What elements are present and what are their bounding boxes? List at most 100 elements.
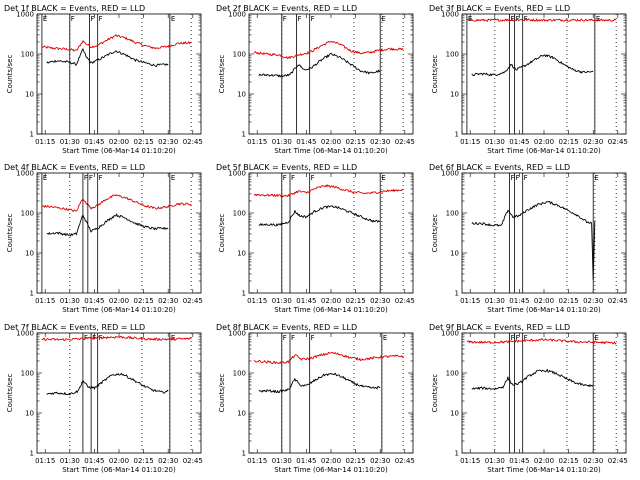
event-marker-label: F	[524, 174, 528, 182]
x-tick-label: 01:30	[272, 457, 292, 465]
x-tick-label: 02:00	[321, 297, 341, 305]
plot-frame	[461, 172, 627, 294]
panel-title: Det 1f BLACK = Events, RED = LLD	[4, 4, 145, 13]
x-tick-label: 01:15	[460, 138, 480, 146]
event-marker-label: F	[89, 174, 93, 182]
x-tick-label: 01:45	[509, 297, 529, 305]
series-events-line	[46, 213, 169, 237]
event-marker-label: F	[311, 334, 315, 342]
y-tick-label: 10	[237, 250, 246, 258]
x-tick-label: 01:15	[460, 457, 480, 465]
x-tick-label: 02:30	[583, 297, 603, 305]
y-tick-label: 1000	[441, 330, 459, 338]
series-events-line	[258, 52, 381, 78]
event-marker-label: F	[291, 174, 295, 182]
x-tick-label: 02:15	[346, 297, 366, 305]
y-tick-label: 10	[450, 410, 459, 418]
x-tick-label: 02:00	[321, 138, 341, 146]
event-marker-label: F	[291, 334, 295, 342]
x-tick-label: 02:15	[134, 138, 154, 146]
x-tick-label: 02:30	[370, 297, 390, 305]
panel-det-3: Det 3f BLACK = Events, RED = LLD 1 10 100 10…	[429, 4, 628, 155]
y-tick-label: 100	[446, 370, 459, 378]
edge-marker-label: E	[171, 174, 175, 182]
series-events-line	[258, 372, 381, 394]
x-tick-label: 02:00	[109, 297, 129, 305]
plot-frame	[461, 332, 627, 454]
series-lld-line	[466, 18, 617, 22]
x-tick-label: 01:30	[485, 138, 505, 146]
event-marker-label: F	[99, 174, 103, 182]
panel-det-2: Det 2f BLACK = Events, RED = LLD 1 10 100 10…	[216, 4, 415, 155]
event-marker-label: F	[283, 334, 287, 342]
panel-title: Det 9f BLACK = Events, RED = LLD	[429, 323, 570, 332]
y-tick-label: 100	[21, 370, 34, 378]
y-tick-label: 1	[30, 290, 34, 298]
y-tick-label: 1000	[16, 330, 34, 338]
x-tick-label: 02:15	[346, 457, 366, 465]
event-marker-label: F	[311, 174, 315, 182]
y-tick-label: 100	[21, 51, 34, 59]
x-tick-label: 01:15	[460, 297, 480, 305]
panel-det-4: Det 4f BLACK = Events, RED = LLD 1 10 100 10…	[4, 163, 203, 314]
y-axis-label: Counts/sec	[431, 374, 439, 413]
x-tick-label: 01:15	[35, 297, 55, 305]
x-tick-label: 01:30	[272, 138, 292, 146]
series-events-line	[471, 200, 596, 281]
y-tick-label: 100	[446, 210, 459, 218]
x-tick-label: 01:45	[509, 457, 529, 465]
y-tick-label: 1	[242, 290, 246, 298]
x-tick-label: 02:00	[321, 457, 341, 465]
panel-det-1: Det 1f BLACK = Events, RED = LLD 1 10 100 10…	[4, 4, 203, 155]
y-tick-label: 1000	[16, 11, 34, 19]
x-axis-label: Start Time (06-Mar-14 01:10:20)	[487, 306, 601, 314]
x-tick-label: 01:45	[84, 457, 104, 465]
y-axis-label: Counts/sec	[218, 55, 226, 94]
event-marker-label: F	[99, 15, 103, 23]
y-axis-label: Counts/sec	[431, 55, 439, 94]
x-tick-label: 02:30	[370, 457, 390, 465]
panel-title: Det 7f BLACK = Events, RED = LLD	[4, 323, 145, 332]
x-tick-label: 01:30	[60, 297, 80, 305]
event-marker-label: F	[71, 15, 75, 23]
x-tick-label: 02:45	[183, 297, 203, 305]
event-marker-label: F	[511, 174, 515, 182]
y-tick-label: 1	[30, 450, 34, 458]
y-axis-label: Counts/sec	[6, 214, 14, 253]
x-axis-label: Start Time (06-Mar-14 01:10:20)	[62, 147, 176, 155]
x-tick-label: 02:00	[109, 457, 129, 465]
x-tick-label: 02:45	[395, 457, 415, 465]
x-tick-label: 02:00	[534, 297, 554, 305]
x-tick-label: 01:45	[84, 138, 104, 146]
y-tick-label: 1000	[16, 170, 34, 178]
edge-marker-label: E	[594, 334, 598, 342]
series-events-line	[46, 372, 169, 396]
x-tick-label: 01:30	[272, 297, 292, 305]
x-axis-label: Start Time (06-Mar-14 01:10:20)	[274, 466, 388, 474]
x-tick-label: 02:45	[395, 138, 415, 146]
y-axis-label: Counts/sec	[431, 214, 439, 253]
x-tick-label: 02:45	[183, 138, 203, 146]
x-tick-label: 02:45	[608, 297, 628, 305]
y-tick-label: 10	[237, 91, 246, 99]
y-tick-label: 1000	[441, 11, 459, 19]
x-tick-label: 02:30	[583, 138, 603, 146]
event-marker-label: F	[511, 334, 515, 342]
y-tick-label: 1	[242, 450, 246, 458]
x-axis-label: Start Time (06-Mar-14 01:10:20)	[487, 147, 601, 155]
x-tick-label: 02:45	[183, 457, 203, 465]
series-events-line	[471, 368, 594, 391]
x-axis-label: Start Time (06-Mar-14 01:10:20)	[274, 306, 388, 314]
series-lld-line	[466, 338, 617, 345]
panel-title: Det 4f BLACK = Events, RED = LLD	[4, 163, 145, 172]
x-axis-label: Start Time (06-Mar-14 01:10:20)	[487, 466, 601, 474]
x-tick-label: 02:30	[158, 138, 178, 146]
event-marker-label: F	[311, 15, 315, 23]
series-lld-line	[253, 184, 404, 198]
x-tick-label: 01:45	[84, 297, 104, 305]
panel-det-9: Det 9f BLACK = Events, RED = LLD 1 10 100 10…	[429, 323, 628, 474]
x-tick-label: 01:15	[35, 138, 55, 146]
x-tick-label: 02:00	[109, 138, 129, 146]
x-axis-label: Start Time (06-Mar-14 01:10:20)	[274, 147, 388, 155]
